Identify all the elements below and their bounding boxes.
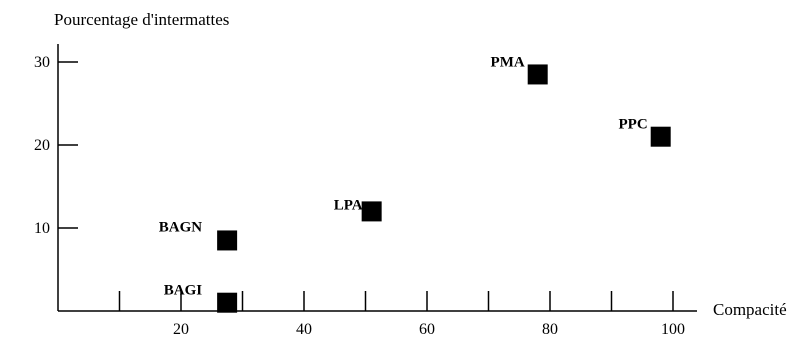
data-point-label: BAGI [164,283,203,299]
data-point-marker [217,230,238,251]
x-tick-label: 100 [661,321,685,338]
y-ticks: 10 20 30 [34,54,78,237]
data-point-label: BAGN [159,219,203,235]
y-tick-label: 20 [34,137,50,154]
x-tick-label: 60 [419,321,435,338]
data-point-marker [650,126,671,147]
data-point-marker [527,64,548,85]
data-points: BAGI BAGN LPA PMA PPC [159,54,671,313]
x-axis-label: Compacité [713,300,787,319]
y-tick-label: 30 [34,54,50,71]
data-point-label: LPA [334,197,363,213]
x-tick-label: 20 [173,321,189,338]
data-point-label: PPC [619,117,648,133]
data-point-marker [217,292,238,313]
data-point-label: PMA [491,54,525,70]
x-tick-label: 80 [542,321,558,338]
x-tick-label: 40 [296,321,312,338]
y-axis-label: Pourcentage d'intermattes [54,10,229,29]
y-tick-label: 10 [34,220,50,237]
data-point-marker [361,201,382,222]
x-ticks: 20 40 60 80 100 [118,291,685,338]
